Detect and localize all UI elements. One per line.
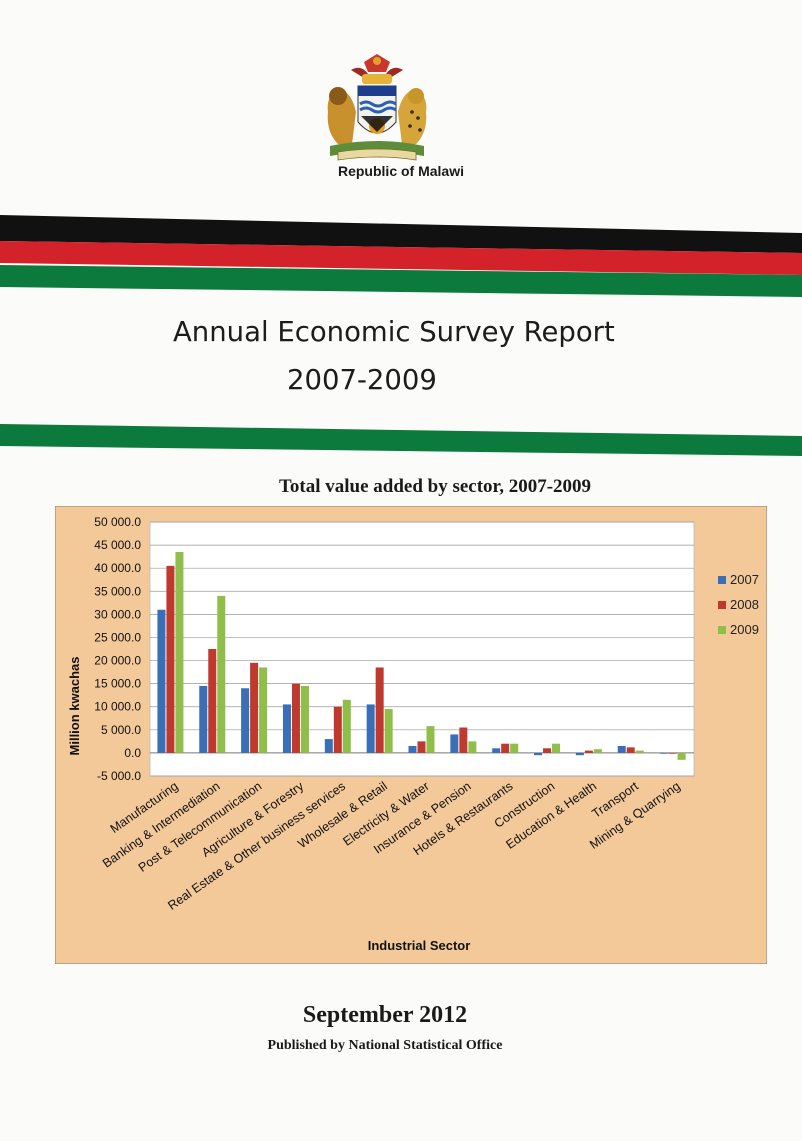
- bar-2008: Wholesale & Retail 2008: 18500: [375, 667, 384, 753]
- bar-2008: Insurance & Pension 2008: 5500: [459, 727, 468, 753]
- bar-2009: Manufacturing 2009: 43500: [175, 552, 184, 753]
- chart-title: Total value added by sector, 2007-2009: [278, 476, 592, 497]
- y-axis-label: Million kwachas: [67, 657, 82, 756]
- bar-2008: Real Estate & Other business services 20…: [333, 706, 342, 753]
- y-tick-label: 0.0: [124, 746, 141, 760]
- bar-2008: Manufacturing 2008: 40500: [166, 565, 175, 753]
- bar-2009: Transport 2009: 500: [635, 750, 644, 753]
- bar-2007: Agriculture & Forestry 2007: 10500: [282, 704, 291, 753]
- y-tick-label: 25 000.0: [94, 630, 141, 644]
- bar-2008: Mining & Quarrying 2008: 0: [668, 752, 677, 754]
- y-tick-label: 15 000.0: [94, 677, 141, 691]
- y-tick-label: 20 000.0: [94, 654, 141, 668]
- bar-2009: Post & Telecommunication 2009: 18500: [259, 667, 268, 753]
- bar-2007: Mining & Quarrying 2007: 0: [659, 752, 668, 754]
- y-tick-label: 10 000.0: [94, 700, 141, 714]
- legend-swatch-2008: [718, 601, 726, 609]
- publisher-line: Published by National Statistical Office: [267, 1038, 503, 1053]
- legend-label: 2007: [730, 572, 759, 587]
- bar-2007: Banking & Intermediation 2007: 14500: [199, 685, 208, 753]
- y-tick-label: 40 000.0: [94, 561, 141, 575]
- plot-area: [149, 521, 695, 777]
- bar-2009: Agriculture & Forestry 2009: 14500: [300, 685, 309, 753]
- bar-chart: 50 000.0 45 000.0 40 000.0 35 000.0 30 000.0…: [55, 506, 767, 964]
- bar-2008: Education & Health 2008: 500: [584, 750, 593, 753]
- green-divider: [0, 424, 802, 456]
- legend-swatch-2009: [718, 626, 726, 634]
- x-axis-label: Industrial Sector: [368, 938, 471, 953]
- bar-2007: Construction 2007: -500: [534, 752, 543, 756]
- report-years: 2007-2009: [287, 364, 437, 396]
- bar-2009: Banking & Intermediation 2009: 34000: [217, 595, 226, 753]
- coat-of-arms-emblem: [327, 54, 427, 161]
- y-tick-label: 50 000.0: [94, 515, 141, 529]
- y-tick-label: -5 000.0: [97, 769, 141, 783]
- bar-2008: Transport 2008: 1200: [626, 747, 635, 753]
- y-tick-label: 30 000.0: [94, 607, 141, 621]
- bar-2007: Education & Health 2007: -500: [575, 752, 584, 756]
- bar-2007: Wholesale & Retail 2007: 10500: [366, 704, 375, 753]
- bar-2008: Post & Telecommunication 2008: 19500: [250, 662, 259, 753]
- legend-label: 2008: [730, 597, 759, 612]
- bar-2007: Real Estate & Other business services 20…: [324, 739, 333, 753]
- country-label: Republic of Malawi: [337, 163, 464, 179]
- y-tick-label: 35 000.0: [94, 584, 141, 598]
- legend-swatch-2007: [718, 576, 726, 584]
- bar-2009: Real Estate & Other business services 20…: [342, 699, 351, 753]
- bar-2007: Manufacturing 2007: 31000: [157, 609, 166, 753]
- bar-2009: Education & Health 2009: 800: [593, 749, 602, 753]
- bar-2008: Banking & Intermediation 2008: 22500: [208, 649, 217, 753]
- report-title: Annual Economic Survey Report: [173, 316, 615, 348]
- y-tick-label: 45 000.0: [94, 538, 141, 552]
- legend-label: 2009: [730, 622, 759, 637]
- y-tick-label: 5 000.0: [101, 723, 141, 737]
- publication-date: September 2012: [302, 1002, 468, 1028]
- bar-2007: Post & Telecommunication 2007: 14000: [241, 688, 250, 753]
- flag-stripes: [0, 215, 802, 297]
- bar-2009: Electricity & Water 2009: 5800: [426, 726, 435, 753]
